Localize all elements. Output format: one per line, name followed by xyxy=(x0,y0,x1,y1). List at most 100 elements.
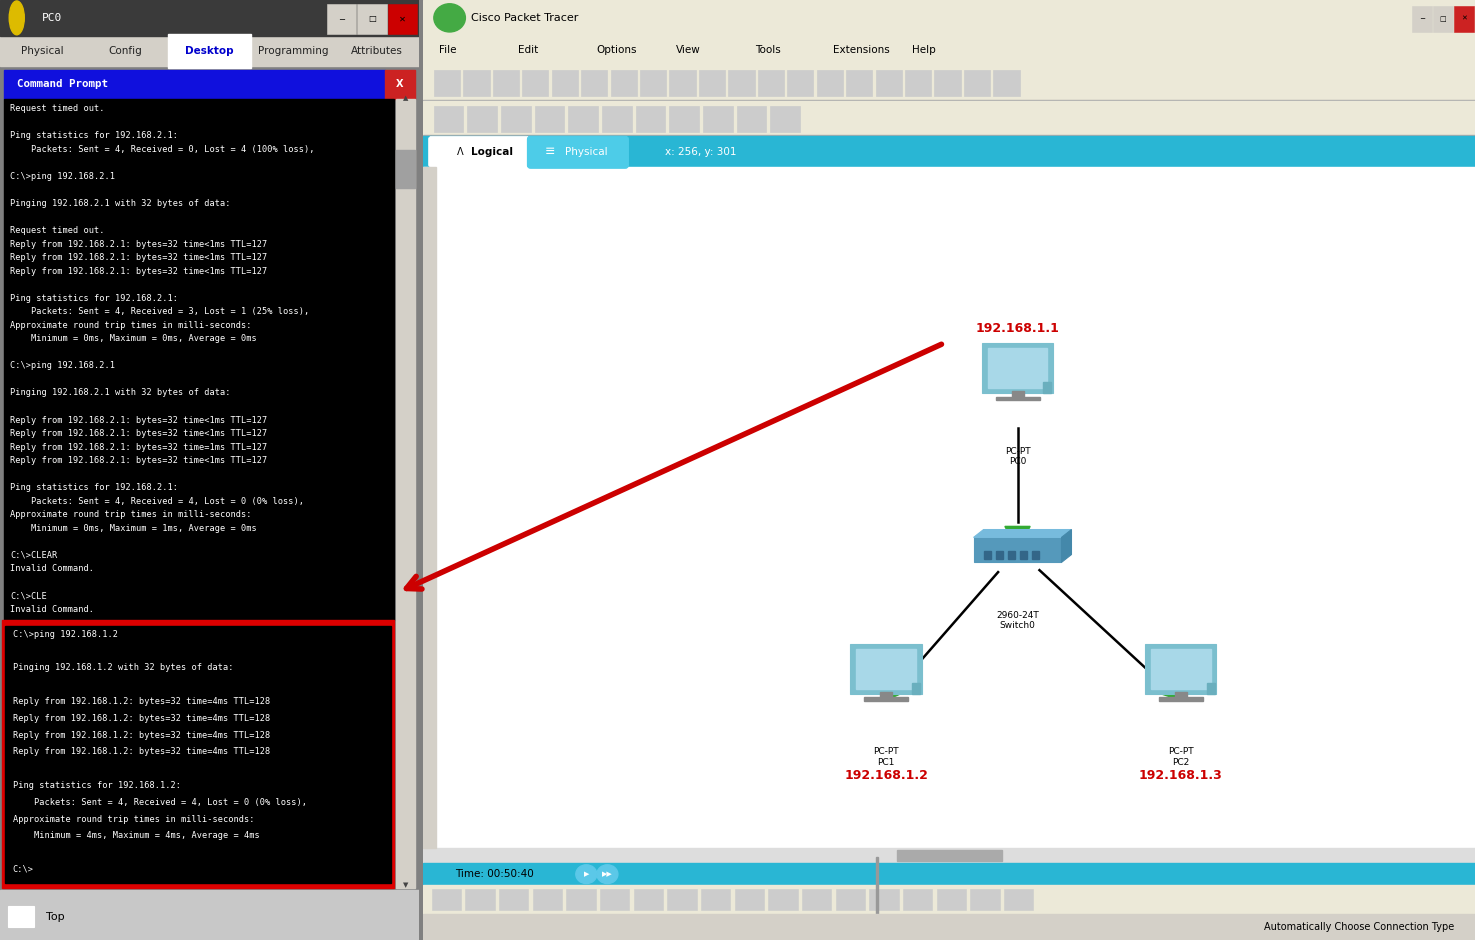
Bar xyxy=(1454,6,1474,32)
Bar xyxy=(611,70,637,96)
Bar xyxy=(640,70,667,96)
Text: ─: ─ xyxy=(1420,16,1423,22)
Bar xyxy=(876,857,878,914)
Bar xyxy=(788,70,814,96)
Bar xyxy=(566,889,596,910)
Bar xyxy=(468,106,497,132)
Bar xyxy=(1432,6,1453,32)
Text: 192.168.1.1: 192.168.1.1 xyxy=(975,322,1059,336)
Text: C:\>CLEAR: C:\>CLEAR xyxy=(10,551,58,560)
Text: 2960-24T
Switch0: 2960-24T Switch0 xyxy=(996,611,1038,631)
Bar xyxy=(434,70,460,96)
Bar xyxy=(988,349,1047,387)
Bar xyxy=(770,106,799,132)
Bar xyxy=(602,106,631,132)
Text: Reply from 192.168.2.1: bytes=32 time=1ms TTL=127: Reply from 192.168.2.1: bytes=32 time=1m… xyxy=(10,443,268,451)
Text: X: X xyxy=(397,79,404,89)
Text: Reply from 192.168.2.1: bytes=32 time<1ms TTL=127: Reply from 192.168.2.1: bytes=32 time<1m… xyxy=(10,456,268,465)
FancyBboxPatch shape xyxy=(429,136,530,167)
Bar xyxy=(423,885,1475,914)
Bar xyxy=(502,106,531,132)
Bar xyxy=(4,70,385,99)
Bar xyxy=(1158,697,1202,701)
Bar xyxy=(935,70,960,96)
Text: ─: ─ xyxy=(339,14,344,24)
Text: Tools: Tools xyxy=(755,45,780,55)
Text: Options: Options xyxy=(597,45,637,55)
Text: Packets: Sent = 4, Received = 3, Lost = 1 (25% loss),: Packets: Sent = 4, Received = 3, Lost = … xyxy=(10,307,310,316)
Polygon shape xyxy=(886,675,912,700)
Text: Invalid Command.: Invalid Command. xyxy=(10,564,94,573)
Text: Automatically Choose Connection Type: Automatically Choose Connection Type xyxy=(1264,922,1454,932)
Bar xyxy=(704,106,733,132)
Text: Top: Top xyxy=(46,912,65,921)
Text: Request timed out.: Request timed out. xyxy=(10,227,105,235)
Text: 192.168.1.3: 192.168.1.3 xyxy=(1139,769,1223,782)
Bar xyxy=(395,150,414,188)
Bar xyxy=(423,167,437,848)
Bar xyxy=(4,626,391,883)
Bar xyxy=(937,889,966,910)
Bar xyxy=(735,889,764,910)
Bar xyxy=(522,70,549,96)
Text: Ping statistics for 192.168.2.1:: Ping statistics for 192.168.2.1: xyxy=(10,132,178,140)
Bar xyxy=(395,99,414,888)
Text: Reply from 192.168.1.2: bytes=32 time=4ms TTL=128: Reply from 192.168.1.2: bytes=32 time=4m… xyxy=(13,713,270,723)
Bar xyxy=(4,99,394,620)
Bar xyxy=(434,106,463,132)
Text: ▼: ▼ xyxy=(403,883,409,888)
Polygon shape xyxy=(974,529,1071,538)
Text: PC-PT
PC2: PC-PT PC2 xyxy=(1168,747,1193,767)
Bar xyxy=(423,64,1475,101)
Text: ≡: ≡ xyxy=(544,146,555,158)
Bar xyxy=(552,70,578,96)
Text: Cisco Packet Tracer: Cisco Packet Tracer xyxy=(471,13,578,23)
Text: ✕: ✕ xyxy=(400,14,406,24)
Bar xyxy=(388,4,417,34)
Bar xyxy=(568,106,597,132)
Bar xyxy=(667,889,696,910)
Text: x: 256, y: 301: x: 256, y: 301 xyxy=(665,147,736,157)
Text: Help: Help xyxy=(913,45,937,55)
Bar xyxy=(993,70,1019,96)
Text: Minimum = 4ms, Maximum = 4ms, Average = 4ms: Minimum = 4ms, Maximum = 4ms, Average = … xyxy=(13,831,260,840)
Bar xyxy=(466,889,494,910)
Text: □: □ xyxy=(1440,16,1446,22)
Bar xyxy=(847,70,872,96)
Text: Physical: Physical xyxy=(565,147,608,157)
Bar xyxy=(423,863,1475,885)
Bar xyxy=(385,70,414,99)
Bar xyxy=(499,889,528,910)
Bar xyxy=(971,889,1000,910)
Bar xyxy=(1007,551,1015,558)
Text: 192.168.1.2: 192.168.1.2 xyxy=(844,769,928,782)
Text: Packets: Sent = 4, Received = 4, Lost = 0 (0% loss),: Packets: Sent = 4, Received = 4, Lost = … xyxy=(13,798,307,807)
Text: Command Prompt: Command Prompt xyxy=(16,79,108,89)
Bar xyxy=(463,70,490,96)
Bar xyxy=(0,0,419,36)
Bar xyxy=(9,906,34,927)
Text: Reply from 192.168.1.2: bytes=32 time=4ms TTL=128: Reply from 192.168.1.2: bytes=32 time=4m… xyxy=(13,730,270,740)
Bar xyxy=(996,551,1003,558)
Bar xyxy=(850,644,922,694)
Bar xyxy=(423,136,1475,167)
Bar xyxy=(168,34,251,68)
Text: Minimum = 0ms, Maximum = 0ms, Average = 0ms: Minimum = 0ms, Maximum = 0ms, Average = … xyxy=(10,335,257,343)
Text: C:\>ping 192.168.2.1: C:\>ping 192.168.2.1 xyxy=(10,361,115,370)
Bar xyxy=(357,4,386,34)
Bar xyxy=(634,889,664,910)
Text: ▶: ▶ xyxy=(584,871,589,877)
Text: PC0: PC0 xyxy=(41,13,62,23)
Bar xyxy=(869,889,898,910)
Bar xyxy=(1012,391,1024,398)
Bar xyxy=(974,538,1062,562)
Polygon shape xyxy=(1062,529,1071,562)
Text: Time: 00:50:40: Time: 00:50:40 xyxy=(454,870,534,879)
Text: Reply from 192.168.2.1: bytes=32 time<1ms TTL=127: Reply from 192.168.2.1: bytes=32 time<1m… xyxy=(10,267,268,275)
Text: PC-PT
PC0: PC-PT PC0 xyxy=(1004,446,1031,466)
Text: Config: Config xyxy=(109,46,143,55)
Bar xyxy=(432,889,462,910)
Bar xyxy=(1004,889,1034,910)
Bar xyxy=(817,70,842,96)
Bar xyxy=(996,397,1040,400)
